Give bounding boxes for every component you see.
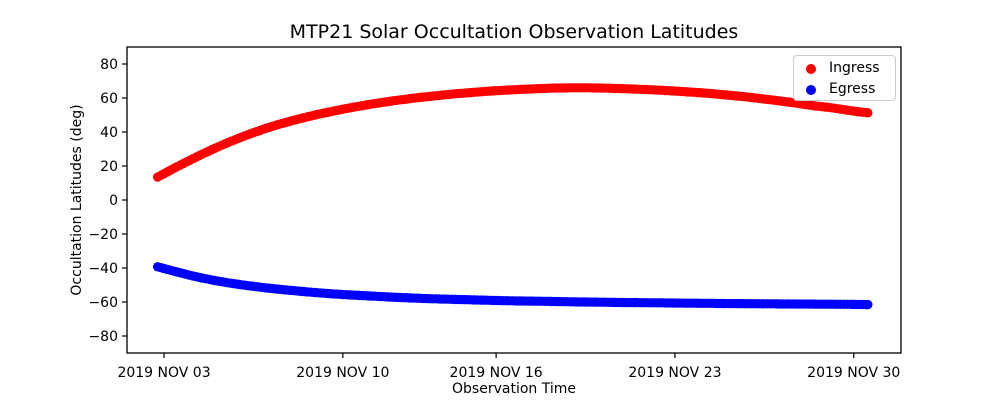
y-tick-label: 0	[109, 193, 118, 209]
x-tick-label: 2019 NOV 30	[807, 365, 900, 381]
x-tick-label: 2019 NOV 10	[296, 365, 389, 381]
x-axis-label: Observation Time	[452, 381, 576, 397]
x-tick-label: 2019 NOV 03	[117, 365, 210, 381]
points-layer	[152, 83, 873, 310]
legend-item-ingress: Ingress	[794, 58, 895, 79]
data-point	[863, 108, 873, 118]
y-tick-label: −60	[88, 295, 118, 311]
series-egress-points	[152, 262, 873, 310]
data-point	[863, 299, 873, 310]
ingress-marker-icon	[806, 63, 816, 74]
chart-title: MTP21 Solar Occultation Observation Lati…	[289, 21, 739, 43]
y-tick-label: −40	[88, 261, 118, 277]
axes-frame	[126, 46, 902, 354]
y-tick-label: 80	[100, 57, 118, 73]
y-tick-label: 60	[100, 91, 118, 107]
y-tick-label: −20	[88, 227, 118, 243]
legend-label-egress: Egress	[829, 81, 876, 97]
y-axis-label: Occultation Latitudes (deg)	[69, 104, 85, 296]
y-tick-label: 20	[100, 159, 118, 175]
ticks-layer: 2019 NOV 03 2019 NOV 10 2019 NOV 16 2019 NO…	[88, 57, 900, 381]
legend-item-egress: Egress	[794, 79, 895, 100]
egress-marker-icon	[806, 84, 816, 95]
x-tick-label: 2019 NOV 16	[450, 365, 543, 381]
y-tick-label: −80	[88, 329, 118, 345]
series-ingress-points	[152, 83, 873, 182]
legend-label-ingress: Ingress	[829, 60, 880, 76]
legend: Ingress Egress	[793, 55, 896, 101]
y-tick-label: 40	[100, 125, 118, 141]
x-tick-label: 2019 NOV 23	[628, 365, 721, 381]
